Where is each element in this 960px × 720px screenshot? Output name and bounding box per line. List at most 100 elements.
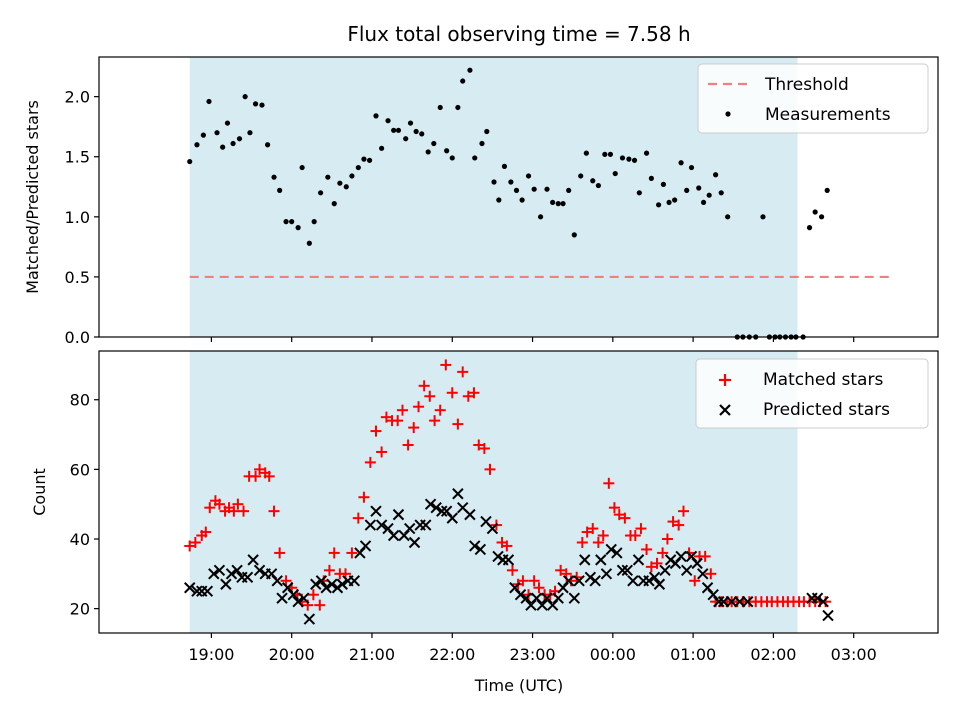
- data-point: [562, 575, 575, 587]
- data-point: [589, 575, 601, 587]
- count-panel: 19:00 20:00 21:00 22:00 23:00 00:00 01:00 02:00…: [30, 350, 939, 695]
- data-point: [348, 575, 361, 587]
- x-tick-label: 01:00: [670, 645, 716, 664]
- data-point: [403, 136, 409, 142]
- data-point: [467, 67, 473, 73]
- data-point: [621, 564, 633, 577]
- data-point: [469, 540, 481, 552]
- data-point: [259, 102, 265, 108]
- data-point: [404, 522, 416, 535]
- data-point: [675, 550, 687, 563]
- data-point: [424, 390, 436, 402]
- data-point: [437, 104, 443, 111]
- data-point: [705, 568, 717, 580]
- data-point: [392, 415, 404, 427]
- data-point: [566, 187, 572, 193]
- data-point: [200, 526, 212, 538]
- data-point: [306, 240, 312, 246]
- data-point: [718, 190, 724, 196]
- legend-predicted-label: Predicted stars: [763, 400, 890, 420]
- data-point: [635, 523, 647, 535]
- data-point: [473, 439, 485, 451]
- data-point: [651, 557, 663, 569]
- data-point: [250, 470, 262, 482]
- data-point: [689, 575, 701, 587]
- data-point: [533, 582, 545, 594]
- data-point: [242, 94, 248, 100]
- data-point: [328, 547, 340, 559]
- bottom-y-axis-label: Count: [30, 468, 49, 516]
- data-point: [700, 199, 707, 206]
- data-point: [616, 564, 629, 577]
- data-point: [392, 508, 405, 521]
- y-tick-label: 0.5: [65, 268, 90, 287]
- data-point: [425, 149, 431, 155]
- data-point: [444, 148, 450, 154]
- data-point: [252, 101, 259, 107]
- data-point: [613, 509, 625, 521]
- data-point: [595, 182, 601, 189]
- data-point: [501, 163, 508, 169]
- data-point: [812, 209, 818, 215]
- legend-measurements-swatch: [725, 111, 731, 117]
- data-point: [468, 387, 480, 399]
- data-point: [408, 422, 420, 434]
- data-point: [641, 543, 653, 555]
- data-point: [434, 404, 446, 416]
- data-point: [194, 142, 200, 148]
- data-point: [361, 156, 367, 162]
- data-point: [343, 184, 349, 190]
- data-point: [525, 173, 532, 179]
- data-point: [317, 190, 324, 196]
- data-point: [517, 575, 529, 587]
- data-point: [303, 613, 316, 625]
- data-point: [619, 155, 626, 161]
- data-point: [659, 564, 671, 577]
- data-point: [271, 575, 283, 587]
- data-point: [274, 547, 286, 559]
- data-point: [213, 498, 225, 510]
- data-point: [413, 128, 419, 135]
- data-point: [385, 118, 391, 124]
- y-tick-label: 20: [70, 600, 90, 619]
- chart-title: Flux total observing time = 7.58 h: [347, 22, 690, 46]
- data-point: [629, 530, 641, 542]
- data-point: [200, 132, 206, 138]
- data-point: [379, 145, 385, 151]
- data-point: [472, 155, 478, 161]
- data-point: [349, 173, 355, 179]
- data-point: [696, 185, 702, 191]
- data-point: [688, 164, 695, 171]
- x-tick-label: 02:00: [750, 645, 796, 664]
- data-point: [536, 599, 548, 611]
- data-point: [228, 505, 240, 517]
- x-tick-label: 19:00: [188, 645, 234, 664]
- data-point: [366, 157, 373, 163]
- data-point: [364, 519, 377, 531]
- data-point: [457, 366, 469, 378]
- data-point: [691, 557, 703, 570]
- data-point: [247, 130, 253, 136]
- data-point: [583, 150, 589, 156]
- data-point: [254, 463, 266, 475]
- data-point: [224, 120, 231, 126]
- data-point: [806, 225, 813, 231]
- data-point: [206, 98, 212, 105]
- data-point: [323, 564, 335, 576]
- data-point: [725, 214, 731, 220]
- data-point: [446, 512, 458, 524]
- data-point: [320, 582, 332, 594]
- data-point: [666, 199, 672, 206]
- data-point: [713, 172, 719, 178]
- data-point: [187, 158, 193, 165]
- data-point: [552, 592, 564, 604]
- data-point: [824, 187, 830, 193]
- data-point: [298, 592, 310, 604]
- data-point: [391, 127, 397, 133]
- data-point: [531, 186, 537, 192]
- x-tick-label: 22:00: [429, 645, 475, 664]
- data-point: [314, 599, 326, 611]
- data-point: [661, 533, 673, 545]
- data-point: [220, 578, 232, 590]
- data-point: [370, 505, 382, 517]
